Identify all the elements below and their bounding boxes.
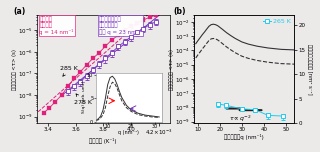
Y-axis label: 平均緩和時間 <τ> (s): 平均緩和時間 <τ> (s) <box>169 49 173 90</box>
X-axis label: q (nm⁻¹): q (nm⁻¹) <box>118 130 139 135</box>
X-axis label: 逆数温度 (K⁻¹): 逆数温度 (K⁻¹) <box>90 138 117 144</box>
X-axis label: 運動量移行q (nm⁻¹): 運動量移行q (nm⁻¹) <box>224 134 264 140</box>
Y-axis label: 平均緩和時間 <τ> (s): 平均緩和時間 <τ> (s) <box>12 49 17 90</box>
Text: 285 K: 285 K <box>60 66 78 76</box>
Text: $\tau \propto q^{-2}$: $\tau \propto q^{-2}$ <box>229 114 252 124</box>
Text: 分子間スケール
以下の相関の
緩和 q = 23 nm⁻¹: 分子間スケール 以下の相関の 緩和 q = 23 nm⁻¹ <box>99 16 142 35</box>
Text: (a): (a) <box>13 7 25 16</box>
Y-axis label: S(q) [arb. unit]: S(q) [arb. unit] <box>82 81 86 113</box>
Text: 278 K: 278 K <box>74 94 92 105</box>
Legend: 265 K: 265 K <box>263 18 291 24</box>
Y-axis label: 緩和時間の分布幅 [nm² s⁻¹]: 緩和時間の分布幅 [nm² s⁻¹] <box>307 44 312 95</box>
Text: (b): (b) <box>173 7 186 16</box>
Text: 分子間相
関の緩和
q = 14 nm⁻¹: 分子間相 関の緩和 q = 14 nm⁻¹ <box>39 16 74 35</box>
